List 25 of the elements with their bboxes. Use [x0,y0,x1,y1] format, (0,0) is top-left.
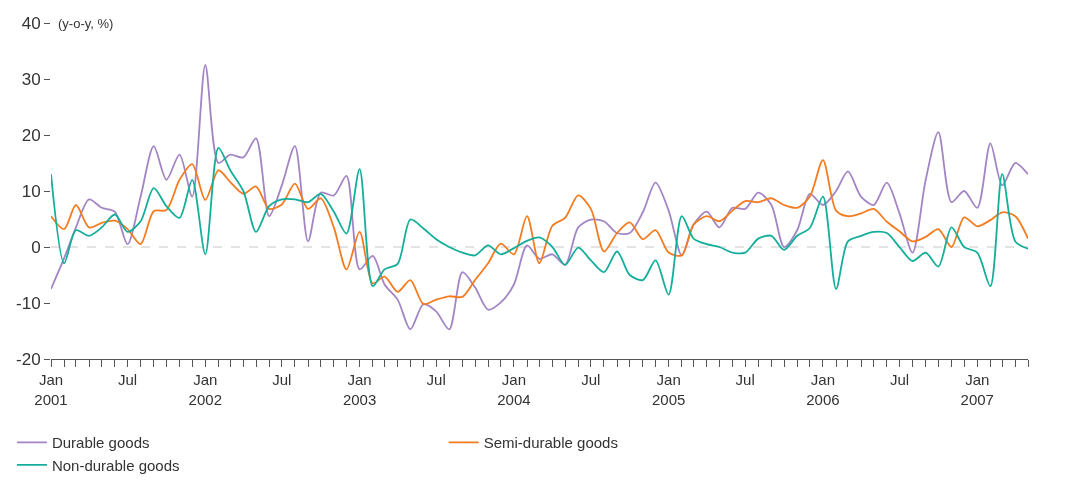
legend-label: Semi-durable goods [483,434,618,452]
y-tick-label: 40 [21,13,41,33]
x-tick-label: Jul [117,371,138,388]
x-tick-label: Jul [889,371,910,388]
x-tick-label: Jan 2004 [497,371,531,408]
y-tick-label: 30 [21,69,41,89]
line-series [51,64,1028,331]
y-tick-label: -10 [16,293,41,313]
x-tick-label: Jan 2006 [806,371,840,408]
y-tick-label: -20 [16,349,41,369]
legend-label: Non-durable goods [51,456,180,474]
legend-label: Durable goods [51,434,150,452]
x-tick-label: Jan 2003 [342,371,377,408]
x-tick-label: Jul [735,371,755,388]
y-axis-title: (y-o-y, %) [58,16,114,31]
x-tick-label: Jan 2001 [34,371,68,408]
x-tick-label: Jul [272,371,292,388]
y-tick-label: 10 [21,181,41,201]
x-tick-label: Jan 2005 [651,371,686,408]
x-tick-label: Jan 2007 [960,371,994,408]
y-tick-label: 20 [21,125,41,145]
x-tick-label: Jan 2002 [188,371,222,408]
x-tick-label: Jul [581,371,601,388]
y-tick-label: 0 [31,237,41,257]
x-tick-label: Jul [426,371,446,388]
